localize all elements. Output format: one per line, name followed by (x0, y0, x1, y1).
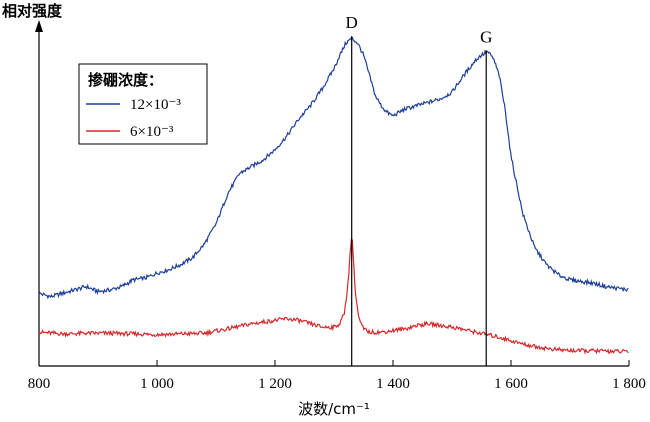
x-axis-label: 波数/cm⁻¹ (298, 400, 370, 418)
x-tick-label: 1 200 (258, 376, 292, 392)
peak-label-d: D (346, 13, 358, 32)
series-line-6e-3 (38, 238, 629, 355)
y-axis-label: 相对强度 (2, 2, 63, 20)
peak-label-g: G (480, 27, 492, 46)
legend-entry-12e-3: 12×10⁻³ (130, 97, 181, 113)
legend-entry-6e-3: 6×10⁻³ (130, 124, 174, 140)
x-tick-label: 1 800 (612, 376, 646, 392)
y-axis-arrow (35, 20, 43, 32)
x-axis-ticks: 800 1 000 1 200 1 400 1 600 1 800 (28, 360, 646, 392)
legend: 掺硼浓度： 12×10⁻³ 6×10⁻³ (78, 63, 208, 145)
x-tick-label: 1 600 (494, 376, 528, 392)
series-line-12e-3 (38, 36, 629, 300)
x-tick-label: 1 000 (140, 376, 174, 392)
legend-title: 掺硼浓度： (88, 71, 163, 89)
x-tick-label: 800 (28, 376, 51, 392)
x-tick-label: 1 400 (376, 376, 410, 392)
peak-annotations: DG (346, 13, 492, 366)
